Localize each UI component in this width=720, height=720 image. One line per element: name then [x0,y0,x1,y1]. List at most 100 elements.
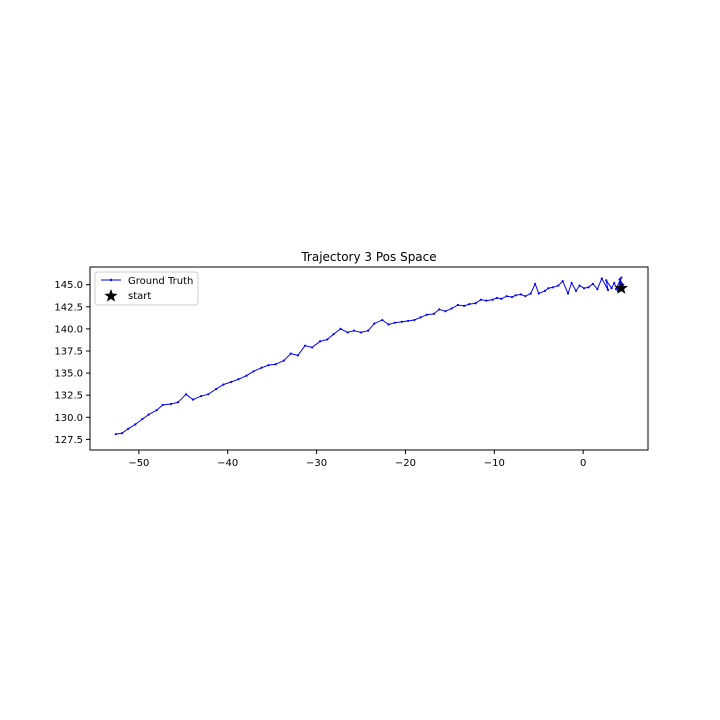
series-point [319,340,322,343]
series-point [620,276,623,279]
series-point [237,378,240,381]
series-point [578,284,581,287]
x-tick-label: −10 [484,458,505,469]
series-point [274,363,277,366]
series-point [456,303,459,307]
series-point [215,387,218,391]
series-point [529,292,532,295]
series-point [155,409,158,412]
series-point [359,331,363,334]
start-star-marker [614,281,628,294]
series-point [222,383,225,386]
series-point [419,316,422,319]
series-point [296,354,300,357]
series-point [491,298,494,301]
series-point [346,331,349,334]
series-point [605,279,608,282]
series-point [591,282,595,285]
series-point [537,292,540,295]
y-tick-label: 135.0 [54,369,83,380]
series-point [462,304,466,307]
series-point [114,432,117,436]
series-point [191,398,195,401]
series-point [303,344,307,347]
series-point [587,286,590,289]
series-point [570,281,573,285]
series-point [367,329,370,332]
series-point [161,403,164,407]
legend-line-marker [109,278,113,282]
series-point [450,307,453,310]
series-point [561,280,564,283]
series-point [127,427,130,430]
series-point [373,322,376,325]
series-point [574,289,578,292]
series-point [524,295,527,298]
series-point [245,374,248,377]
series-point [252,370,255,373]
series-point [332,333,335,336]
y-tick-label: 127.5 [54,435,83,446]
series-point [534,282,537,285]
series-point [606,288,610,292]
series-point [184,393,188,396]
series-point [413,318,416,322]
x-tick-label: −50 [128,458,149,469]
series-point [432,312,435,315]
series-point [381,318,384,322]
series-point [282,359,285,362]
series-point [505,295,508,298]
axes-frame [89,266,649,451]
legend: Ground Truth start [94,271,199,306]
series-point [134,423,137,426]
series-point [169,402,172,406]
series-point [311,346,314,349]
x-axis: −50 −40 −30 −20 −10 0 [128,450,586,469]
series-point [479,298,483,301]
series-point [519,293,523,296]
series-point [468,303,471,306]
series-point [500,297,503,300]
series-point [551,286,555,289]
y-tick-label: 140.0 [54,324,83,335]
series-point [120,432,124,435]
y-tick-label: 145.0 [54,280,83,291]
x-tick-label: −40 [217,458,238,469]
series-point [614,288,618,291]
series-point [199,394,203,398]
series-point [339,327,342,330]
series-point [387,323,390,326]
x-tick-label: −30 [306,458,327,469]
series-point [406,319,410,323]
x-tick-label: −20 [395,458,416,469]
series-point [393,321,396,324]
series-point [176,401,180,404]
y-axis: 127.5 130.0 132.5 135.0 137.5 140.0 142.5 145.0 [54,280,90,446]
series-point [425,313,428,316]
series-point [400,320,403,323]
series-point [260,366,263,369]
series-point [510,295,514,299]
legend-label-ground-truth: Ground Truth [128,276,193,287]
y-tick-label: 142.5 [54,302,83,313]
series-point [141,417,144,421]
series-point [267,364,270,367]
series-point [557,284,560,287]
series-point [474,302,477,305]
series-point [610,287,613,290]
series-point [547,287,550,290]
series-point [438,308,441,311]
series-point [289,352,292,355]
series-point [230,380,233,384]
x-tick-label: 0 [580,458,586,469]
legend-star-icon [104,289,118,302]
series-point [618,278,621,281]
y-tick-label: 137.5 [54,346,83,357]
series-point [444,310,447,313]
series-point [600,277,603,280]
series-point [485,299,488,302]
y-tick-label: 132.5 [54,391,83,402]
y-tick-label: 130.0 [54,413,83,424]
